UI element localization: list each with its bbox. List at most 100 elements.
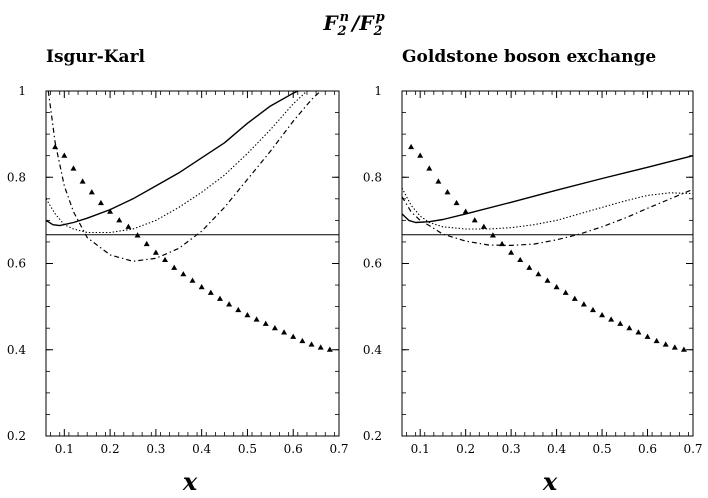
series-line-dotted	[45, 90, 308, 234]
series-line-solid	[401, 155, 694, 224]
triangle-data-point	[171, 264, 178, 270]
triangle-data-point	[308, 341, 315, 347]
triangle-data-point	[299, 337, 306, 344]
triangle-data-point	[107, 208, 114, 214]
triangle-data-point	[508, 249, 515, 255]
x-tick-label: 0.7	[329, 442, 348, 456]
figure-suptitle: F2n/F2p	[322, 10, 384, 39]
triangle-data-point	[207, 289, 214, 295]
x-tick-label: 0.6	[638, 442, 657, 456]
x-tick-label: 0.3	[146, 442, 165, 456]
triangle-data-point	[125, 223, 132, 229]
triangle-data-point	[589, 306, 596, 313]
plot-series	[45, 90, 339, 352]
triangle-data-point	[152, 249, 159, 255]
triangle-data-point	[571, 295, 578, 301]
triangle-data-point	[435, 178, 442, 184]
triangle-data-point	[553, 284, 560, 290]
axis-ticks: 0.1 0.2 0.3 0.4 0.5 0.6 0.7 0.2 0.4 0.6 0.8 1	[363, 84, 703, 456]
plot-frame	[45, 90, 340, 437]
triangle-data-point	[471, 217, 478, 223]
triangle-data-point	[617, 320, 624, 326]
y-tick-label: 1	[18, 84, 26, 98]
triangle-data-point	[253, 316, 260, 322]
series-line-dotted	[401, 187, 694, 230]
triangle-data-point	[453, 199, 460, 206]
triangle-data-point	[143, 240, 150, 247]
x-tick-label: 0.2	[101, 442, 120, 456]
triangle-data-point	[480, 223, 487, 229]
triangle-data-point	[180, 271, 187, 277]
triangle-data-point	[644, 333, 651, 339]
x-tick-label: 0.2	[456, 442, 475, 456]
triangle-data-point	[562, 289, 569, 295]
y-tick-label: 0.2	[7, 429, 26, 443]
triangle-data-point	[662, 341, 669, 347]
triangle-data-point	[426, 165, 433, 171]
triangle-data-point	[326, 346, 333, 352]
triangle-data-point	[198, 284, 205, 290]
x-tick-label: 0.7	[683, 442, 702, 456]
triangle-data-point	[462, 208, 469, 214]
triangle-data-point	[262, 320, 269, 326]
triangle-data-point	[134, 232, 141, 238]
triangle-data-point	[535, 271, 542, 277]
series-line-solid	[45, 90, 299, 227]
triangle-data-point	[162, 256, 169, 263]
triangle-data-point	[97, 199, 104, 206]
triangle-data-point	[317, 344, 324, 350]
x-axis-label: x	[182, 467, 198, 496]
panel-title: Goldstone boson exchange	[402, 47, 656, 67]
x-axis-label: x	[542, 467, 558, 496]
triangle-data-point	[517, 256, 524, 263]
triangle-data-point	[599, 312, 606, 318]
x-tick-label: 0.4	[192, 442, 211, 456]
y-tick-label: 0.6	[363, 257, 382, 271]
triangle-data-point	[244, 312, 251, 318]
y-tick-label: 0.4	[7, 343, 26, 357]
triangle-data-point	[408, 143, 415, 150]
triangle-data-point	[680, 346, 687, 352]
series-line-dash-dot	[401, 188, 694, 246]
triangle-data-point	[88, 189, 95, 195]
x-tick-label: 0.4	[547, 442, 566, 456]
triangle-data-point	[189, 277, 196, 283]
triangle-data-point	[444, 189, 451, 195]
triangle-data-point	[281, 329, 288, 335]
x-tick-label: 0.3	[502, 442, 521, 456]
triangle-data-point	[626, 324, 633, 331]
y-tick-label: 1	[374, 84, 382, 98]
y-tick-label: 0.6	[7, 257, 26, 271]
triangle-data-point	[79, 178, 86, 184]
triangle-data-point	[216, 295, 223, 301]
triangle-data-point	[52, 143, 59, 150]
x-tick-label: 0.5	[593, 442, 612, 456]
plot-frame	[401, 90, 694, 437]
triangle-data-point	[526, 264, 533, 270]
triangle-data-point	[653, 337, 660, 344]
triangle-data-point	[271, 324, 278, 331]
triangle-data-point	[489, 232, 496, 238]
y-tick-label: 0.4	[363, 343, 382, 357]
panel-goldstone-boson-exchange: Goldstone boson exchange 0.1 0.2 0.3 0.4 0.5…	[363, 47, 703, 496]
triangle-data-point	[226, 301, 233, 307]
triangle-data-point	[499, 240, 506, 247]
x-tick-label: 0.6	[284, 442, 303, 456]
triangle-data-point	[235, 306, 242, 313]
triangle-data-point	[580, 301, 587, 307]
series-line-dash-dot	[47, 90, 322, 262]
triangle-data-point	[417, 152, 424, 158]
x-tick-label: 0.5	[238, 442, 257, 456]
y-tick-label: 0.8	[7, 170, 26, 184]
plot-series	[401, 143, 694, 352]
triangle-data-point	[635, 329, 642, 335]
y-tick-label: 0.2	[363, 429, 382, 443]
axis-ticks: 0.1 0.2 0.3 0.4 0.5 0.6 0.7 0.2 0.4 0.6 0.8 1	[7, 84, 349, 456]
triangle-data-point	[608, 316, 615, 322]
triangle-data-point	[61, 152, 68, 158]
triangle-data-point	[116, 217, 123, 223]
panel-title: Isgur-Karl	[46, 47, 146, 67]
triangle-data-point	[70, 165, 77, 171]
triangle-data-point	[290, 333, 297, 339]
